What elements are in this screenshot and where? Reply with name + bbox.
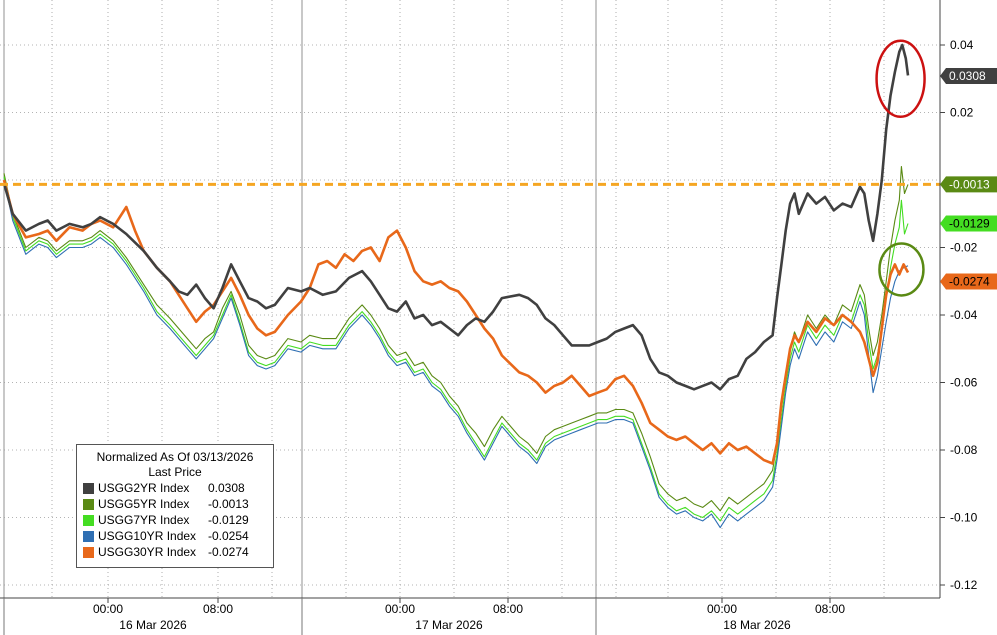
last-price-tag bbox=[940, 273, 997, 290]
legend-swatch bbox=[83, 482, 94, 494]
legend-series-value: 0.0308 bbox=[208, 481, 245, 495]
x-time-label: 08:00 bbox=[493, 602, 523, 616]
last-price-tags: 0.0308 -0.0013 -0.0129 -0.0274 bbox=[940, 68, 997, 290]
x-time-label: 00:00 bbox=[385, 602, 415, 616]
series-line-usgg7yr bbox=[3, 176, 909, 522]
x-date-label: 16 Mar 2026 bbox=[119, 618, 187, 632]
legend-series-value: -0.0254 bbox=[208, 529, 249, 543]
y-tick-label: 0.02 bbox=[950, 106, 974, 120]
y-tick-label: -0.12 bbox=[950, 578, 978, 592]
series-lines bbox=[2, 43, 910, 529]
legend-series-name: USGG5YR Index bbox=[98, 497, 190, 511]
x-time-label: 08:00 bbox=[815, 602, 845, 616]
legend-series-name: USGG10YR Index bbox=[98, 529, 197, 543]
legend-subtitle: Last Price bbox=[148, 465, 202, 479]
series-line-usgg30yr bbox=[2, 179, 910, 465]
x-date-label: 17 Mar 2026 bbox=[415, 618, 483, 632]
legend-series-name: USGG30YR Index bbox=[98, 545, 197, 559]
y-tick-label: -0.04 bbox=[950, 308, 978, 322]
series-line-usgg2yr bbox=[2, 43, 910, 391]
last-price-tag-label: 0.0308 bbox=[949, 69, 986, 83]
legend-series-name: USGG2YR Index bbox=[98, 481, 190, 495]
legend: Normalized As Of 03/13/2026 Last Price U… bbox=[76, 444, 274, 568]
legend-swatch bbox=[83, 546, 94, 558]
legend-item: USGG7YR Index -0.0129 bbox=[83, 512, 273, 528]
last-price-tag bbox=[940, 68, 997, 85]
last-price-tag-label: -0.0129 bbox=[949, 217, 990, 231]
legend-series-value: -0.0274 bbox=[208, 545, 249, 559]
y-axis: 0.04 0.02 -0.02 -0.04 -0.06 -0.08 -0.10 -0.12 bbox=[939, 0, 978, 598]
legend-title: Normalized As Of 03/13/2026 bbox=[96, 450, 254, 464]
annotation-circle-green bbox=[878, 242, 925, 297]
y-tick-label: 0.04 bbox=[950, 38, 974, 52]
y-tick-label: -0.02 bbox=[950, 241, 978, 255]
annotation-circle-red bbox=[875, 39, 926, 118]
legend-swatch bbox=[83, 530, 94, 542]
legend-item: USGG30YR Index -0.0274 bbox=[83, 544, 273, 560]
x-date-label: 18 Mar 2026 bbox=[723, 618, 791, 632]
last-price-tag-label: -0.0274 bbox=[949, 274, 990, 288]
legend-swatch bbox=[83, 514, 94, 526]
last-price-tag bbox=[940, 176, 997, 193]
legend-swatch bbox=[83, 498, 94, 510]
legend-series-name: USGG7YR Index bbox=[98, 513, 190, 527]
legend-item: USGG10YR Index -0.0254 bbox=[83, 528, 273, 544]
y-tick-label: -0.10 bbox=[950, 511, 978, 525]
legend-rows: USGG2YR Index 0.0308 USGG5YR Index -0.0013 U… bbox=[77, 480, 273, 560]
y-tick-label: -0.08 bbox=[950, 443, 978, 457]
x-time-label: 00:00 bbox=[93, 602, 123, 616]
legend-series-value: -0.0129 bbox=[208, 513, 249, 527]
last-price-tag-label: -0.0013 bbox=[949, 177, 990, 191]
legend-item: USGG2YR Index 0.0308 bbox=[83, 480, 273, 496]
y-tick-label: -0.06 bbox=[950, 376, 978, 390]
legend-item: USGG5YR Index -0.0013 bbox=[83, 496, 273, 512]
series-line-usgg5yr bbox=[3, 165, 909, 512]
last-price-tag bbox=[940, 215, 997, 232]
x-axis: 00:00 08:00 00:00 08:00 00:00 08:00 16 Mar 202… bbox=[0, 597, 940, 635]
legend-series-value: -0.0013 bbox=[208, 497, 249, 511]
series-line-usgg10yr bbox=[3, 179, 909, 529]
x-time-label: 00:00 bbox=[707, 602, 737, 616]
annotation-circles bbox=[875, 39, 926, 297]
x-time-label: 08:00 bbox=[203, 602, 233, 616]
